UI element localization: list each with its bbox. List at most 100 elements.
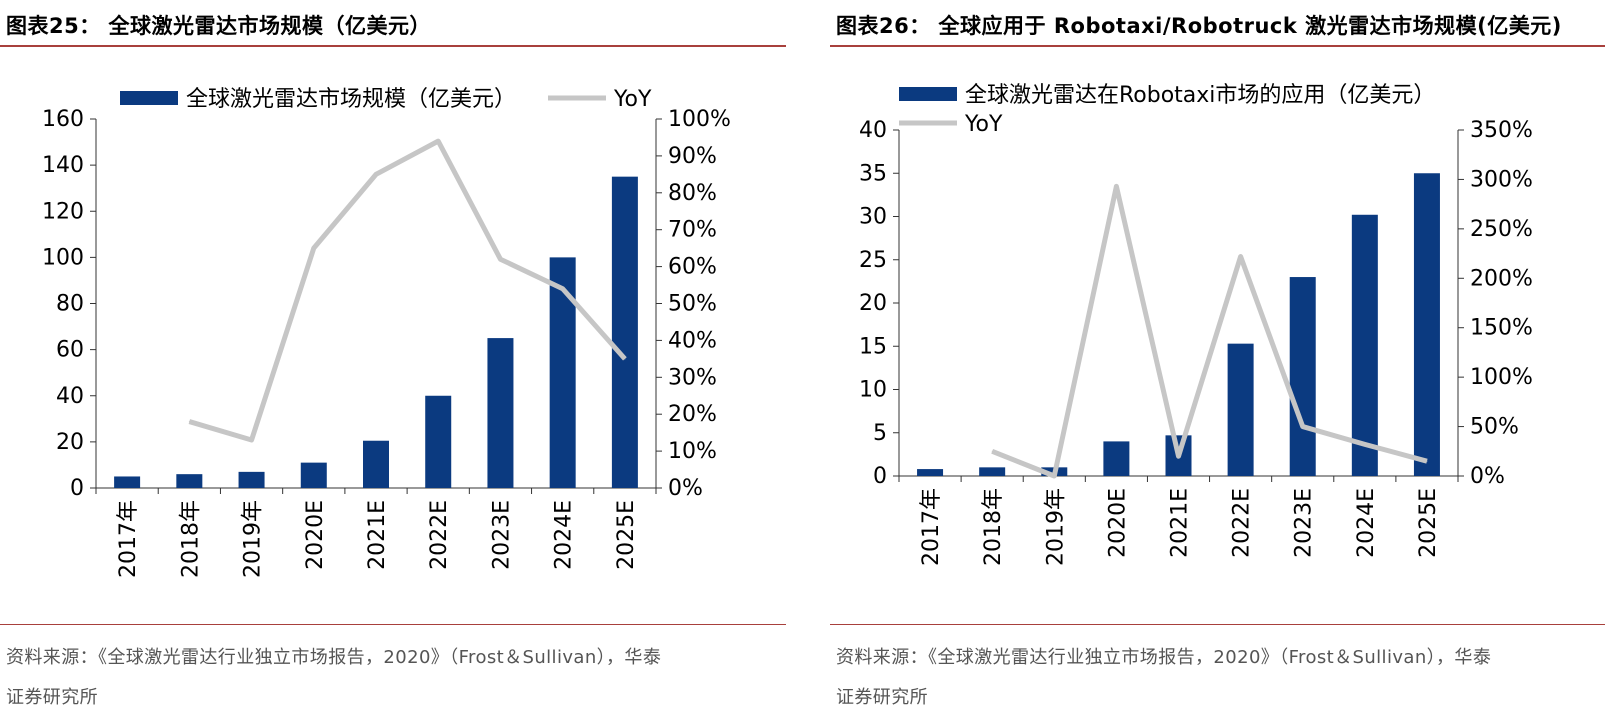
legend: 全球激光雷达市场规模（亿美元） YoY [120, 87, 652, 112]
bar [917, 469, 944, 476]
right-tick-label: 10% [668, 439, 717, 464]
plot-area: 0 5 10 15 20 25 30 35 40 0% 50% 100% 150% 200% 250% 300… [859, 118, 1533, 566]
yoy-line [188, 138, 627, 443]
x-tick-label: 2017年 [116, 500, 141, 578]
right-tick-label: 100% [1470, 365, 1533, 390]
left-tick-label: 30 [859, 205, 887, 230]
right-tick-label: 350% [1470, 118, 1533, 143]
right-tick-label: 150% [1470, 316, 1533, 341]
source-note: 资料来源：《全球激光雷达行业独立市场报告，2020》（Frost＆Sulliva… [836, 638, 1603, 718]
bar [1413, 173, 1440, 476]
left-tick-label: 5 [873, 421, 887, 446]
x-tick-label: 2024E [552, 500, 577, 570]
bar [176, 474, 203, 488]
yoy-point [1240, 256, 1242, 258]
x-tick-label: 2025E [614, 500, 639, 570]
bar [979, 467, 1006, 476]
source-line-1: 资料来源：《全球激光雷达行业独立市场报告，2020》（Frost＆Sulliva… [6, 647, 662, 668]
x-tick-label: 2023E [489, 500, 514, 570]
legend-label: YoY [964, 112, 1003, 137]
bar [611, 176, 638, 488]
right-tick-label: 300% [1470, 167, 1533, 192]
left-tick-label: 20 [859, 291, 887, 316]
figure-title: 图表26： 全球应用于 Robotaxi/Robotruck 激光雷达市场规模(… [836, 14, 1562, 38]
x-tick-label: 2025E [1416, 488, 1441, 558]
yoy-point [1426, 460, 1428, 462]
yoy-point [624, 358, 626, 360]
x-tick-label: 2018年 [178, 500, 203, 578]
left-tick-label: 15 [859, 334, 887, 359]
source-line-2: 证券研究所 [836, 687, 928, 708]
right-tick-label: 40% [668, 328, 717, 353]
right-tick-label: 0% [1470, 464, 1505, 489]
yoy-point [991, 450, 993, 452]
left-tick-label: 160 [42, 107, 84, 132]
chart-panel-26: 图表26： 全球应用于 Robotaxi/Robotruck 激光雷达市场规模(… [830, 0, 1609, 717]
right-tick-label: 50% [1470, 415, 1519, 440]
right-tick-label: 0% [668, 476, 703, 501]
bar [1227, 343, 1254, 476]
chart-panel-25: 图表25： 全球激光雷达市场规模（亿美元） 0 20 40 60 80 100 120 140… [0, 0, 790, 717]
left-tick-label: 60 [56, 338, 84, 363]
left-tick-label: 25 [859, 248, 887, 273]
yoy-point [1053, 475, 1055, 477]
yoy-line [991, 183, 1428, 479]
yoy-point [251, 439, 253, 441]
right-tick-label: 100% [668, 107, 731, 132]
right-tick-label: 70% [668, 218, 717, 243]
left-tick-label: 40 [56, 384, 84, 409]
x-tick-label: 2023E [1292, 488, 1317, 558]
x-tick-label: 2017年 [919, 488, 944, 566]
yoy-point [562, 288, 564, 290]
legend: 全球激光雷达在Robotaxi市场的应用（亿美元） YoY [899, 83, 1435, 137]
left-tick-label: 0 [70, 476, 84, 501]
title-divider [0, 45, 786, 47]
right-tick-label: 90% [668, 144, 717, 169]
yoy-point [437, 140, 439, 142]
bar [1103, 441, 1130, 476]
yoy-point [1364, 443, 1366, 445]
bar [114, 476, 141, 488]
right-tick-label: 60% [668, 255, 717, 280]
left-tick-label: 100 [42, 245, 84, 270]
title-divider [830, 45, 1605, 47]
legend-label: YoY [613, 87, 652, 112]
x-tick-label: 2019年 [241, 500, 266, 578]
left-tick-label: 10 [859, 378, 887, 403]
source-divider [830, 624, 1605, 625]
right-tick-label: 200% [1470, 266, 1533, 291]
yoy-point [1302, 426, 1304, 428]
x-tick-label: 2018年 [981, 488, 1006, 566]
bar [425, 395, 452, 488]
lidar-market-chart: 0 20 40 60 80 100 120 140 160 0% 10% 20% 30% 40% 50% 60… [42, 87, 731, 578]
legend-label: 全球激光雷达在Robotaxi市场的应用（亿美元） [965, 83, 1435, 108]
left-tick-label: 80 [56, 292, 84, 317]
left-tick-label: 35 [859, 161, 887, 186]
x-tick-label: 2022E [427, 500, 452, 570]
legend-bar-swatch [120, 91, 178, 105]
bar [487, 338, 514, 488]
yoy-point [1115, 185, 1117, 187]
yoy-point [375, 173, 377, 175]
figure-title: 图表25： 全球激光雷达市场规模（亿美元） [6, 14, 432, 38]
left-tick-label: 0 [873, 464, 887, 489]
yoy-point [188, 421, 190, 423]
yoy-point [313, 247, 315, 249]
robotaxi-lidar-chart: 0 5 10 15 20 25 30 35 40 0% 50% 100% 150% 200% 250% 300… [859, 83, 1533, 566]
source-note: 资料来源：《全球激光雷达行业独立市场报告，2020》（Frost＆Sulliva… [6, 638, 784, 718]
x-tick-label: 2022E [1230, 488, 1255, 558]
bar [300, 462, 327, 488]
x-tick-label: 2021E [365, 500, 390, 570]
right-tick-label: 80% [668, 181, 717, 206]
x-tick-label: 2020E [303, 500, 328, 570]
yoy-point [1178, 455, 1179, 457]
legend-bar-swatch [899, 87, 957, 101]
left-tick-label: 40 [859, 118, 887, 143]
plot-area: 0 20 40 60 80 100 120 140 160 0% 10% 20% 30% 40% 50% 60… [42, 107, 731, 578]
yoy-point [499, 258, 501, 260]
legend-label: 全球激光雷达市场规模（亿美元） [186, 87, 516, 112]
right-tick-label: 20% [668, 402, 717, 427]
bar [1351, 214, 1378, 476]
x-tick-label: 2021E [1168, 488, 1193, 558]
right-tick-label: 30% [668, 365, 717, 390]
